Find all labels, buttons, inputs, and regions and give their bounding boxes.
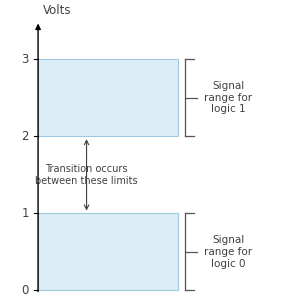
Text: 0: 0 [22,284,29,297]
Text: Signal
range for
logic 0: Signal range for logic 0 [204,235,252,268]
Bar [38,59,178,136]
Text: Transition occurs
between these limits: Transition occurs between these limits [35,164,138,186]
Bar [38,213,178,290]
Text: Volts: Volts [43,4,72,17]
Text: 3: 3 [22,53,29,66]
Text: Signal
range for
logic 1: Signal range for logic 1 [204,81,252,114]
Text: 1: 1 [22,207,29,220]
Text: 2: 2 [22,130,29,143]
